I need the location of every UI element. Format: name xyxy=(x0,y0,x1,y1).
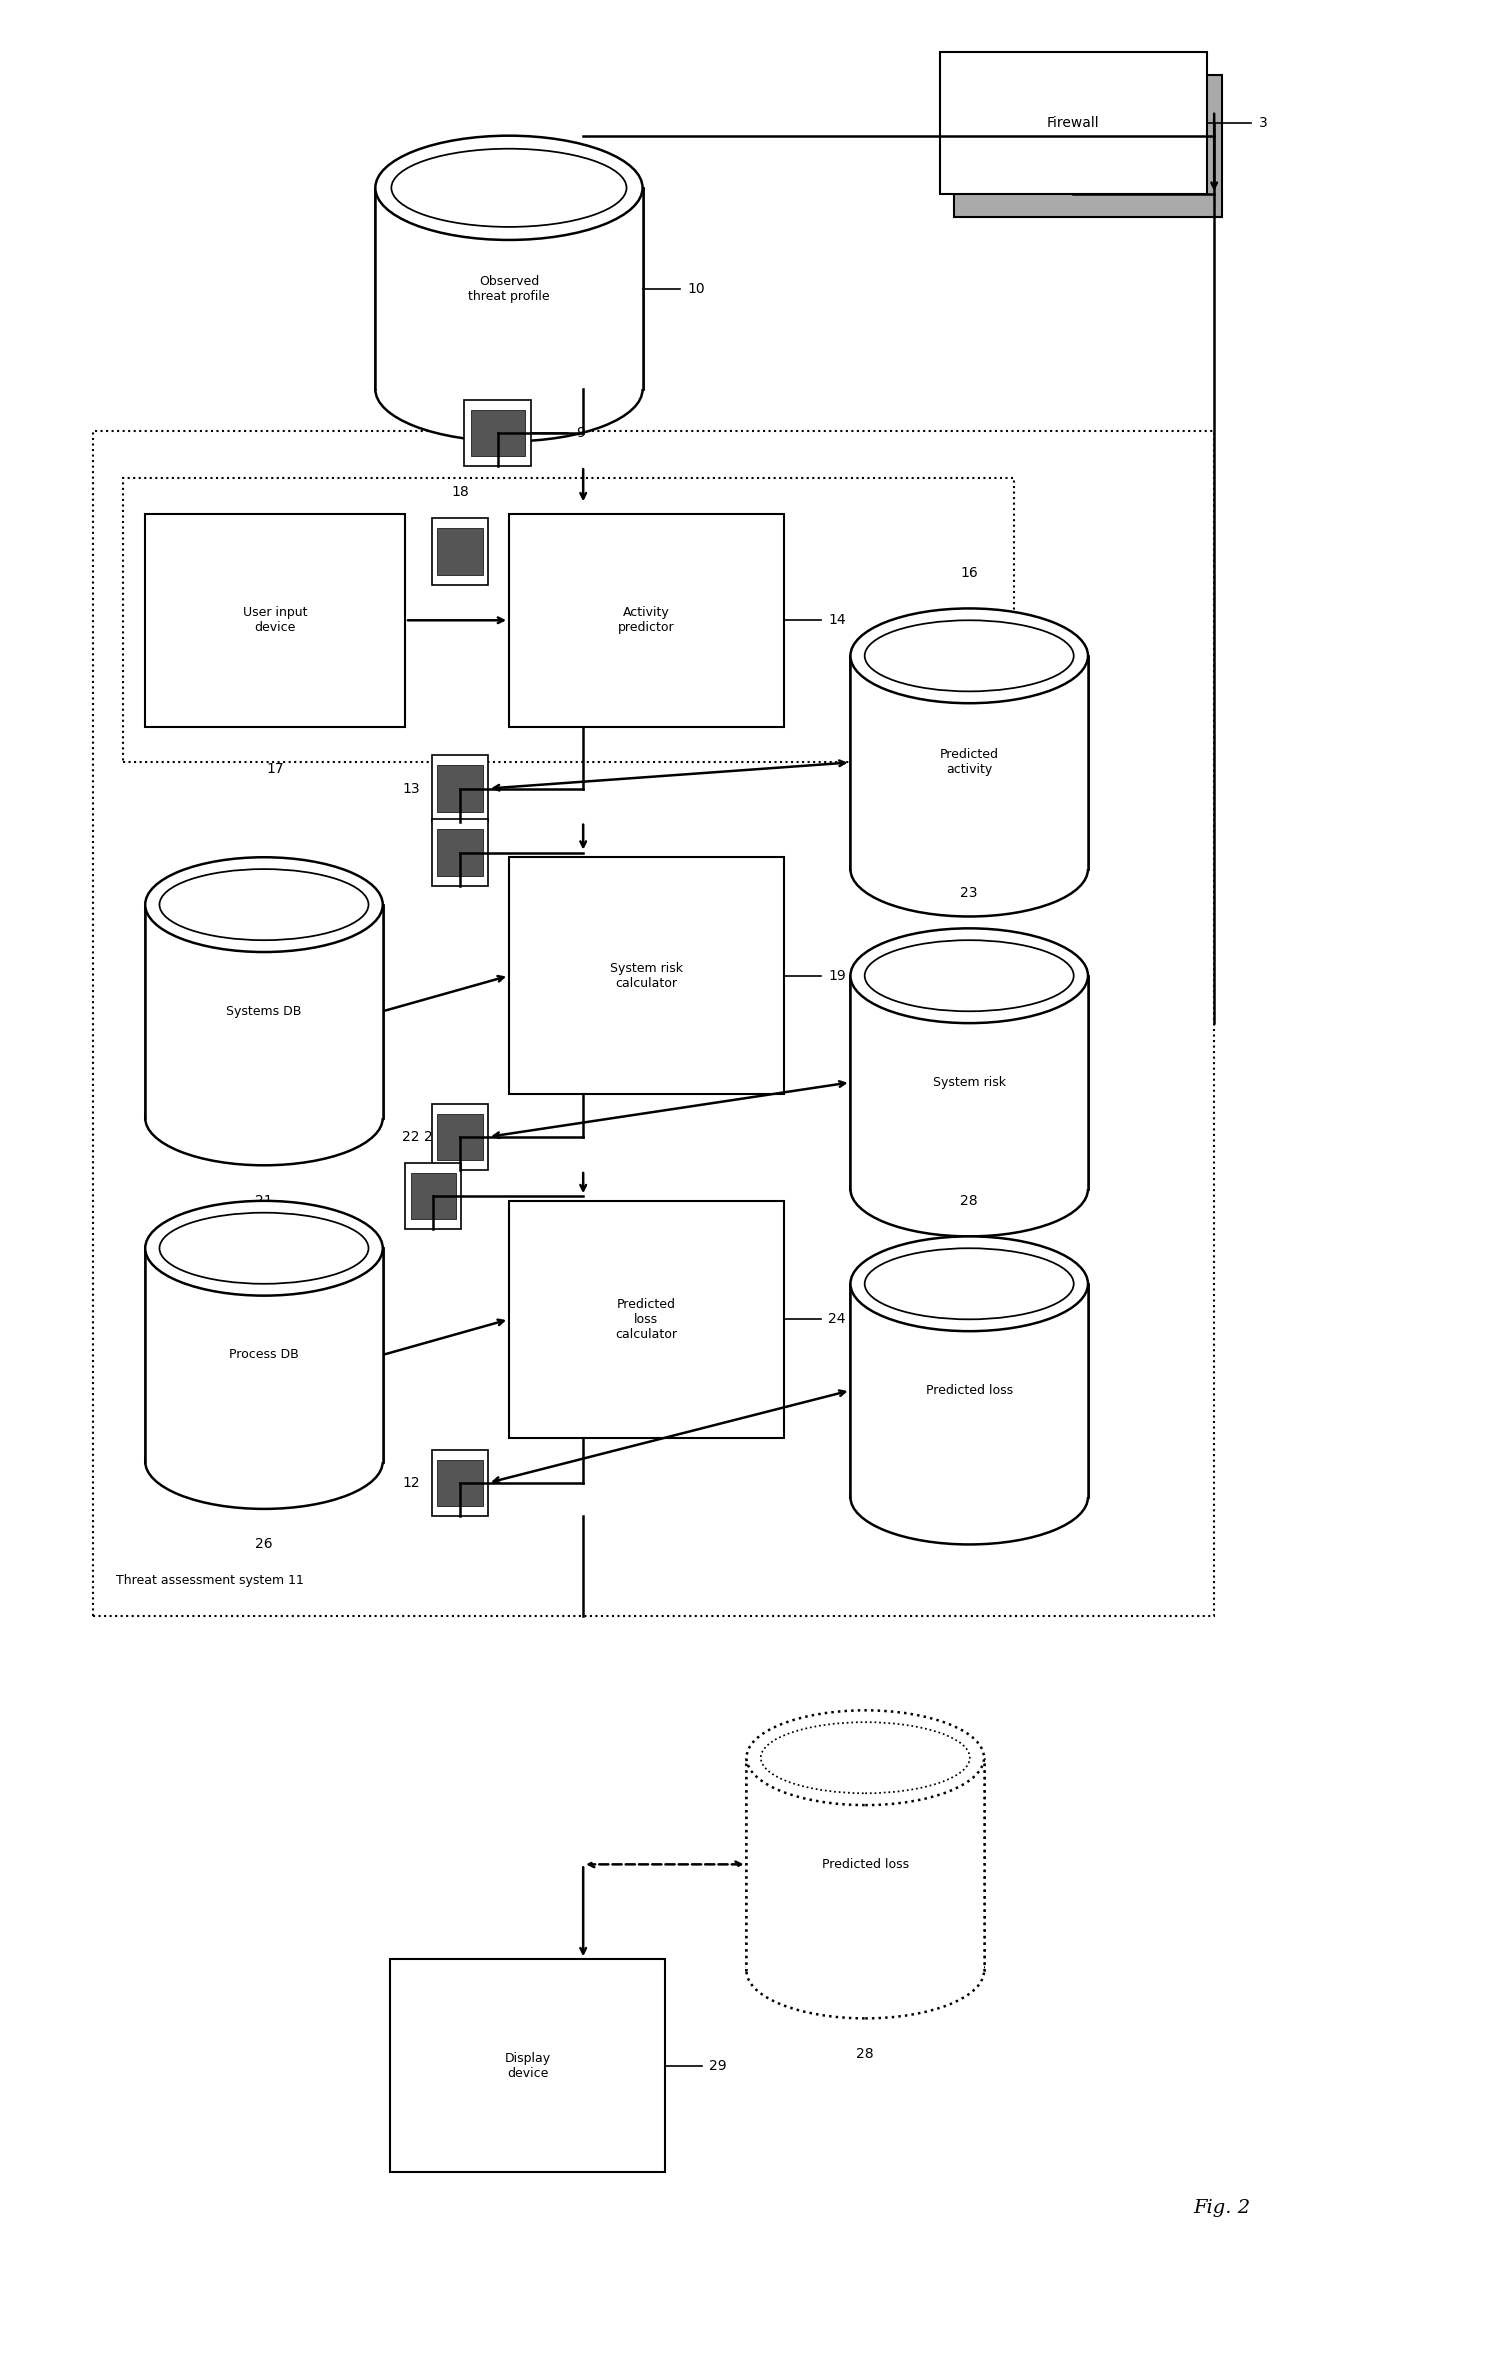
Ellipse shape xyxy=(145,1201,382,1296)
Ellipse shape xyxy=(851,609,1088,704)
Text: 3: 3 xyxy=(1259,117,1268,131)
Text: 23: 23 xyxy=(960,887,978,899)
Ellipse shape xyxy=(145,1415,382,1510)
Text: 14: 14 xyxy=(829,614,845,628)
Text: System risk
calculator: System risk calculator xyxy=(609,961,682,989)
Ellipse shape xyxy=(375,136,642,240)
Text: Display
device: Display device xyxy=(505,2052,551,2081)
Text: Predicted loss: Predicted loss xyxy=(926,1384,1012,1396)
Text: Systems DB: Systems DB xyxy=(227,1006,302,1018)
FancyBboxPatch shape xyxy=(939,52,1206,193)
FancyBboxPatch shape xyxy=(431,1451,488,1517)
Text: 10: 10 xyxy=(687,281,705,295)
Text: 26: 26 xyxy=(255,1536,273,1550)
Ellipse shape xyxy=(746,1710,984,1805)
Text: 24: 24 xyxy=(829,1313,845,1327)
FancyBboxPatch shape xyxy=(145,1248,382,1462)
FancyBboxPatch shape xyxy=(851,975,1088,1189)
Text: 13: 13 xyxy=(402,782,420,797)
Ellipse shape xyxy=(851,1451,1088,1543)
Text: Activity
predictor: Activity predictor xyxy=(618,606,675,635)
FancyBboxPatch shape xyxy=(509,514,784,728)
Ellipse shape xyxy=(145,1070,382,1165)
FancyBboxPatch shape xyxy=(405,1163,461,1229)
FancyBboxPatch shape xyxy=(746,1757,984,1971)
Text: Threat assessment system 11: Threat assessment system 11 xyxy=(115,1574,303,1586)
Text: 9: 9 xyxy=(576,426,585,440)
FancyBboxPatch shape xyxy=(851,1284,1088,1498)
FancyBboxPatch shape xyxy=(472,409,524,457)
Text: Process DB: Process DB xyxy=(228,1348,299,1360)
Ellipse shape xyxy=(864,621,1073,692)
Text: Observed
threat profile: Observed threat profile xyxy=(469,273,549,302)
FancyBboxPatch shape xyxy=(431,518,488,585)
FancyBboxPatch shape xyxy=(509,856,784,1094)
FancyBboxPatch shape xyxy=(437,766,482,811)
Ellipse shape xyxy=(746,1924,984,2019)
FancyBboxPatch shape xyxy=(954,76,1221,216)
Ellipse shape xyxy=(851,1141,1088,1237)
Text: 28: 28 xyxy=(960,1194,978,1208)
Text: Predicted
activity: Predicted activity xyxy=(939,749,999,778)
Ellipse shape xyxy=(851,927,1088,1023)
FancyBboxPatch shape xyxy=(437,1113,482,1160)
FancyBboxPatch shape xyxy=(411,1172,455,1220)
Ellipse shape xyxy=(761,1722,970,1793)
FancyBboxPatch shape xyxy=(437,1460,482,1505)
Ellipse shape xyxy=(864,1248,1073,1320)
Text: Firewall: Firewall xyxy=(1047,117,1099,131)
Text: 12: 12 xyxy=(402,1477,420,1491)
Ellipse shape xyxy=(864,939,1073,1011)
Text: 21: 21 xyxy=(255,1194,273,1208)
FancyBboxPatch shape xyxy=(93,430,1214,1615)
Text: 25: 25 xyxy=(424,1130,442,1144)
FancyBboxPatch shape xyxy=(431,820,488,885)
Ellipse shape xyxy=(391,150,627,226)
FancyBboxPatch shape xyxy=(437,528,482,575)
Text: 18: 18 xyxy=(451,485,469,499)
FancyBboxPatch shape xyxy=(437,830,482,875)
Text: System risk: System risk xyxy=(933,1075,1006,1089)
Text: Predicted
loss
calculator: Predicted loss calculator xyxy=(615,1298,678,1341)
FancyBboxPatch shape xyxy=(390,1959,664,2173)
Ellipse shape xyxy=(851,1237,1088,1332)
FancyBboxPatch shape xyxy=(145,514,405,728)
FancyBboxPatch shape xyxy=(145,904,382,1118)
Text: Predicted loss: Predicted loss xyxy=(821,1857,909,1871)
Ellipse shape xyxy=(375,338,642,442)
FancyBboxPatch shape xyxy=(375,188,642,390)
FancyBboxPatch shape xyxy=(509,1201,784,1439)
FancyBboxPatch shape xyxy=(431,756,488,823)
Text: 20: 20 xyxy=(451,787,469,801)
FancyBboxPatch shape xyxy=(431,1103,488,1170)
Ellipse shape xyxy=(160,1213,369,1284)
Text: Fig. 2: Fig. 2 xyxy=(1193,2200,1250,2216)
Ellipse shape xyxy=(145,856,382,951)
Text: User input
device: User input device xyxy=(243,606,308,635)
FancyBboxPatch shape xyxy=(851,656,1088,868)
Text: 29: 29 xyxy=(709,2059,727,2074)
Text: 28: 28 xyxy=(857,2047,873,2062)
Text: 19: 19 xyxy=(829,968,847,982)
FancyBboxPatch shape xyxy=(122,478,1014,763)
Ellipse shape xyxy=(851,823,1088,916)
Text: 17: 17 xyxy=(266,763,284,778)
Text: 22: 22 xyxy=(403,1130,420,1144)
Ellipse shape xyxy=(160,868,369,939)
FancyBboxPatch shape xyxy=(464,400,532,466)
Text: 16: 16 xyxy=(960,566,978,580)
